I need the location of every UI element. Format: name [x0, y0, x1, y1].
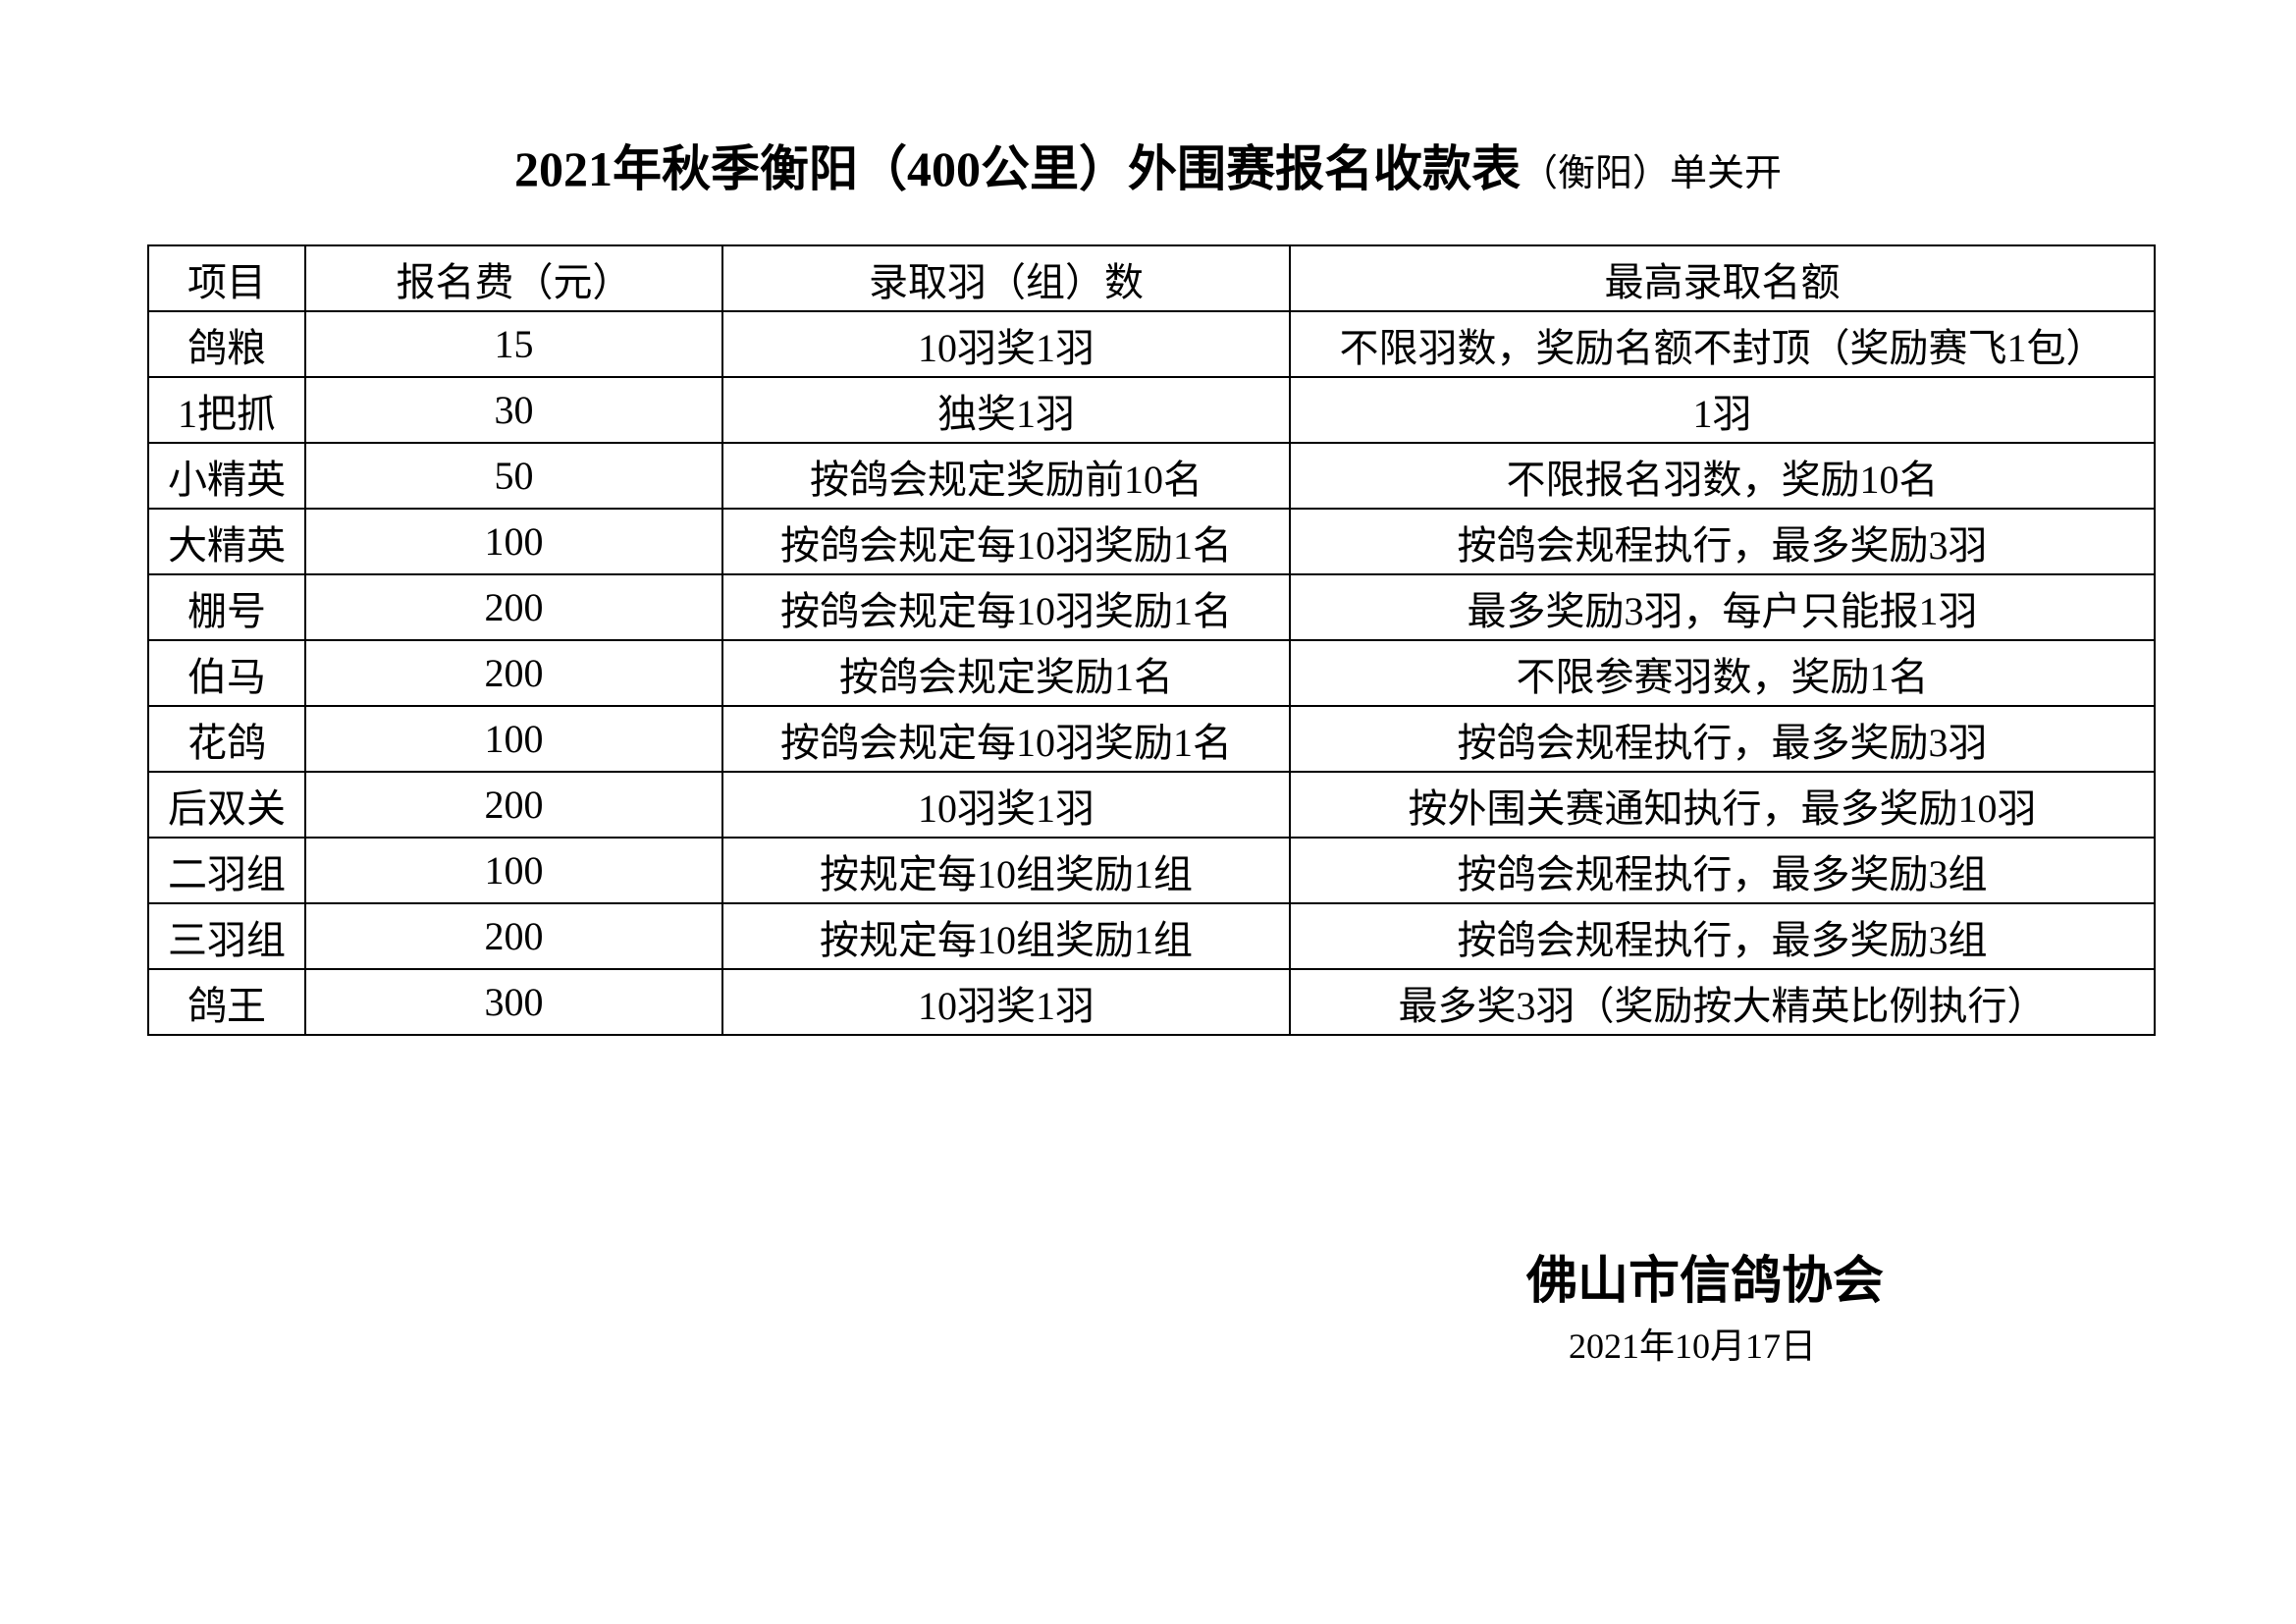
table-cell: 花鸽 — [147, 705, 306, 773]
column-header: 最高录取名额 — [1289, 244, 2156, 312]
table-cell: 按鸽会规定每10羽奖励1名 — [721, 508, 1291, 575]
table-cell: 50 — [304, 442, 723, 510]
document-date: 2021年10月17日 — [1569, 1326, 1817, 1366]
title-sub: （衡阳） — [1520, 153, 1670, 194]
table-row: 小精英 50 按鸽会规定奖励前10名 不限报名羽数，奖励10名 — [147, 442, 2156, 510]
table-cell: 按鸽会规定奖励1名 — [721, 639, 1291, 707]
table-cell: 200 — [304, 573, 723, 641]
table-cell: 棚号 — [147, 573, 306, 641]
table-cell: 200 — [304, 902, 723, 970]
table-row: 大精英 100 按鸽会规定每10羽奖励1名 按鸽会规程执行，最多奖励3羽 — [147, 508, 2156, 575]
table-row: 二羽组 100 按规定每10组奖励1组 按鸽会规程执行，最多奖励3组 — [147, 837, 2156, 904]
table-cell: 不限报名羽数，奖励10名 — [1289, 442, 2156, 510]
table-row: 后双关 200 10羽奖1羽 按外围关赛通知执行，最多奖励10羽 — [147, 771, 2156, 839]
fee-table: 项目 报名费（元） 录取羽（组）数 最高录取名额 鸽粮 15 10羽奖1羽 不限羽数，奖励名额… — [147, 244, 2156, 1036]
table-cell: 100 — [304, 705, 723, 773]
table-row: 1把抓 30 独奖1羽 1羽 — [147, 376, 2156, 444]
column-header: 项目 — [147, 244, 306, 312]
table-cell: 100 — [304, 508, 723, 575]
table-cell: 三羽组 — [147, 902, 306, 970]
table-cell: 按外围关赛通知执行，最多奖励10羽 — [1289, 771, 2156, 839]
table-row: 棚号 200 按鸽会规定每10羽奖励1名 最多奖励3羽，每户只能报1羽 — [147, 573, 2156, 641]
table-cell: 鸽王 — [147, 968, 306, 1036]
table-cell: 10羽奖1羽 — [721, 968, 1291, 1036]
table-cell: 独奖1羽 — [721, 376, 1291, 444]
table-row: 鸽粮 15 10羽奖1羽 不限羽数，奖励名额不封顶（奖励赛飞1包） — [147, 310, 2156, 378]
table-cell: 按鸽会规程执行，最多奖励3组 — [1289, 837, 2156, 904]
document-title: 2021年秋季衡阳（400公里）外围赛报名收款表（衡阳）单关开 — [0, 130, 2296, 200]
table-cell: 200 — [304, 639, 723, 707]
table-row: 鸽王 300 10羽奖1羽 最多奖3羽（奖励按大精英比例执行） — [147, 968, 2156, 1036]
table-cell: 30 — [304, 376, 723, 444]
table-cell: 10羽奖1羽 — [721, 310, 1291, 378]
table-cell: 按鸽会规定奖励前10名 — [721, 442, 1291, 510]
table-header-row: 项目 报名费（元） 录取羽（组）数 最高录取名额 — [147, 244, 2156, 312]
table-cell: 按鸽会规程执行，最多奖励3羽 — [1289, 508, 2156, 575]
table-cell: 200 — [304, 771, 723, 839]
table-cell: 按鸽会规程执行，最多奖励3羽 — [1289, 705, 2156, 773]
table-cell: 最多奖励3羽，每户只能报1羽 — [1289, 573, 2156, 641]
table-cell: 不限羽数，奖励名额不封顶（奖励赛飞1包） — [1289, 310, 2156, 378]
table-cell: 300 — [304, 968, 723, 1036]
table-cell: 最多奖3羽（奖励按大精英比例执行） — [1289, 968, 2156, 1036]
table-cell: 二羽组 — [147, 837, 306, 904]
table-cell: 按鸽会规定每10羽奖励1名 — [721, 573, 1291, 641]
table-row: 三羽组 200 按规定每10组奖励1组 按鸽会规程执行，最多奖励3组 — [147, 902, 2156, 970]
table-cell: 小精英 — [147, 442, 306, 510]
table-cell: 15 — [304, 310, 723, 378]
table-cell: 按鸽会规程执行，最多奖励3组 — [1289, 902, 2156, 970]
table-row: 花鸽 100 按鸽会规定每10羽奖励1名 按鸽会规程执行，最多奖励3羽 — [147, 705, 2156, 773]
table-cell: 按规定每10组奖励1组 — [721, 837, 1291, 904]
table-cell: 后双关 — [147, 771, 306, 839]
organization-name: 佛山市信鸽协会 — [1526, 1254, 1885, 1310]
table-cell: 1羽 — [1289, 376, 2156, 444]
table-cell: 按规定每10组奖励1组 — [721, 902, 1291, 970]
column-header: 录取羽（组）数 — [721, 244, 1291, 312]
title-main: 2021年秋季衡阳（400公里）外围赛报名收款表 — [513, 141, 1521, 196]
column-header: 报名费（元） — [304, 244, 723, 312]
table-cell: 不限参赛羽数，奖励1名 — [1289, 639, 2156, 707]
title-tail: 单关开 — [1670, 153, 1783, 194]
table-cell: 10羽奖1羽 — [721, 771, 1291, 839]
table-cell: 100 — [304, 837, 723, 904]
table-cell: 大精英 — [147, 508, 306, 575]
table-row: 伯马 200 按鸽会规定奖励1名 不限参赛羽数，奖励1名 — [147, 639, 2156, 707]
table-cell: 鸽粮 — [147, 310, 306, 378]
table-cell: 按鸽会规定每10羽奖励1名 — [721, 705, 1291, 773]
table-cell: 1把抓 — [147, 376, 306, 444]
table-cell: 伯马 — [147, 639, 306, 707]
